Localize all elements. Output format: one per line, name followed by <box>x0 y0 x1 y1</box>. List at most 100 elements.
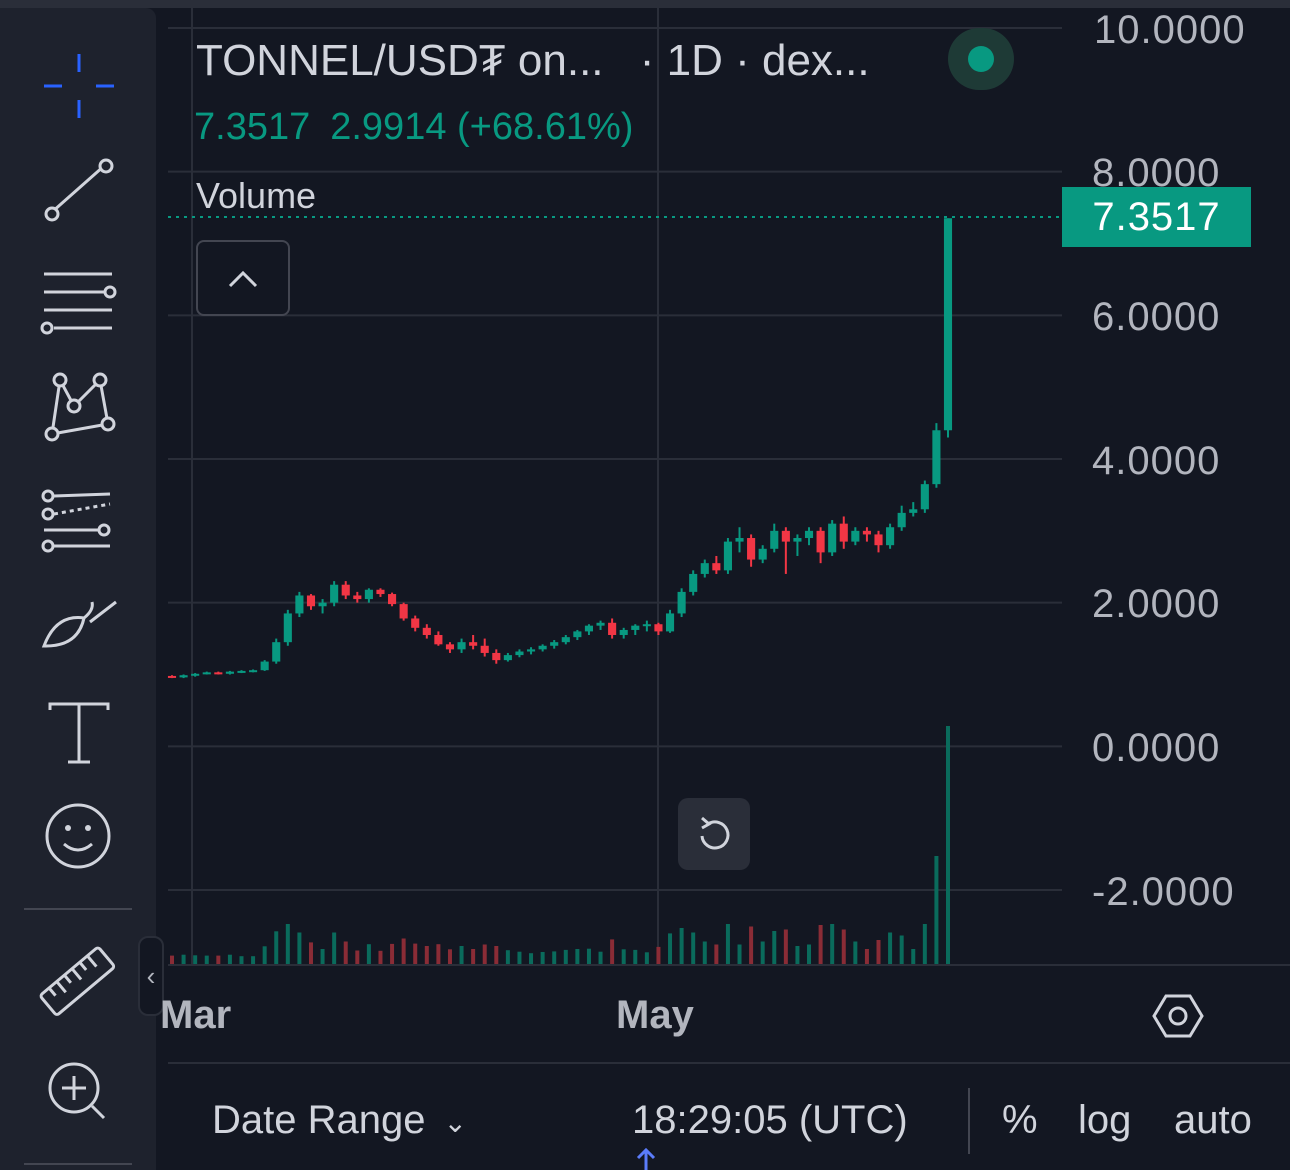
volume-bar <box>633 949 638 964</box>
price-axis-label: 0.0000 <box>1092 726 1221 770</box>
zoom-in-tool[interactable] <box>34 1058 124 1138</box>
volume-bars <box>170 726 950 964</box>
date-range-button[interactable]: Date Range ⌄ <box>212 1098 467 1143</box>
volume-bar <box>204 955 209 964</box>
candle-body <box>191 673 200 676</box>
volume-bar <box>227 954 232 964</box>
candle-body <box>353 595 362 600</box>
horizontal-lines-tool[interactable] <box>34 260 124 340</box>
candle-body <box>897 512 906 528</box>
volume-bar <box>552 951 557 964</box>
candle-body <box>561 637 570 643</box>
candle-body <box>932 430 941 485</box>
brush-tool[interactable] <box>34 592 124 672</box>
market-status[interactable] <box>948 28 1014 90</box>
candle-body <box>862 530 871 535</box>
trend-line-tool[interactable] <box>34 154 124 234</box>
ruler-tool[interactable] <box>34 942 124 1022</box>
candle-body <box>225 671 234 674</box>
crosshair-tool[interactable] <box>34 46 124 126</box>
fib-retracement-tool[interactable] <box>34 482 124 562</box>
candle-body <box>573 631 582 638</box>
log-scale-toggle[interactable]: log <box>1078 1098 1132 1142</box>
candle-body <box>665 613 675 632</box>
pattern-tool[interactable] <box>34 368 124 448</box>
candle-body <box>735 538 744 542</box>
candle-body <box>747 538 756 560</box>
auto-scale-toggle[interactable]: auto <box>1174 1098 1252 1142</box>
utc-clock[interactable]: 18:29:05 (UTC) <box>632 1098 908 1142</box>
current-price-badge: 7.3517 <box>1062 187 1251 247</box>
volume-bar <box>888 932 893 964</box>
candle-body <box>364 589 373 600</box>
candle-body <box>631 625 640 630</box>
candle-body <box>330 584 339 603</box>
candle-body <box>920 484 929 510</box>
volume-bar <box>332 932 337 964</box>
arrow-up-icon <box>636 1147 656 1170</box>
time-axis-label: May <box>616 993 694 1037</box>
candle-body <box>689 573 698 592</box>
interval-source: · 1D · dex... <box>639 36 870 85</box>
volume-bar <box>297 932 302 964</box>
symbol-legend[interactable]: TONNEL/USD₮ on... · 1D · dex... <box>196 36 870 86</box>
volume-bar <box>216 955 221 964</box>
volume-bar <box>436 944 441 964</box>
candle-body <box>515 651 524 656</box>
volume-bar <box>795 946 800 964</box>
candle-body <box>608 622 617 635</box>
volume-bar <box>783 929 788 964</box>
reset-chart-button[interactable] <box>678 798 750 870</box>
candle-body <box>642 624 651 627</box>
bottom-bar-divider <box>168 1062 1290 1064</box>
volume-bar <box>343 941 348 964</box>
candle-body <box>179 675 188 678</box>
candles <box>167 218 953 679</box>
zoom-in-icon <box>48 1062 106 1120</box>
volume-bar <box>691 932 696 964</box>
volume-indicator-label[interactable]: Volume <box>196 175 317 216</box>
volume-bar <box>598 951 603 964</box>
volume-bar <box>760 941 765 964</box>
volume-bar <box>193 955 198 964</box>
volume-bar <box>853 941 858 964</box>
fib-retracement-icon <box>41 489 111 553</box>
volume-bar <box>447 949 452 964</box>
candle-body <box>295 595 304 614</box>
percent-scale-toggle[interactable]: % <box>1002 1098 1038 1142</box>
change-value: 2.9914 (+68.61%) <box>330 106 634 148</box>
candle-body <box>874 534 883 546</box>
candle-body <box>851 530 860 542</box>
candle-body <box>445 644 455 650</box>
candle-body <box>886 527 895 546</box>
volume-bar <box>911 949 916 964</box>
volume-bar <box>899 935 904 964</box>
volume-bar <box>807 944 812 964</box>
volume-bar <box>702 941 707 964</box>
volume-bar <box>494 946 499 964</box>
candle-body <box>388 594 397 605</box>
axis-settings-button[interactable] <box>1148 988 1208 1044</box>
volume-bar <box>320 949 325 964</box>
candle-body <box>758 548 767 560</box>
volume-bar <box>308 942 313 964</box>
price-axis-label: 6.0000 <box>1092 295 1221 339</box>
volume-bar <box>644 952 649 964</box>
emoji-tool[interactable] <box>34 800 124 880</box>
volume-bar <box>934 856 939 964</box>
chevron-down-icon: ⌄ <box>443 1106 467 1138</box>
volume-bar <box>170 955 174 964</box>
candle-body <box>237 670 246 673</box>
collapse-toolbar-button[interactable]: ‹ <box>138 936 164 1016</box>
volume-bar <box>679 928 684 964</box>
last-value: 7.3517 <box>194 106 311 148</box>
volume-bar <box>505 950 510 964</box>
text-tool[interactable] <box>34 700 124 780</box>
volume-bar <box>355 950 360 964</box>
symbol-title: TONNEL/USD₮ on... <box>196 36 604 85</box>
volume-bar <box>876 940 881 964</box>
volume-bar <box>668 933 673 964</box>
collapse-legend-button[interactable] <box>196 240 290 316</box>
volume-bar <box>482 944 487 964</box>
